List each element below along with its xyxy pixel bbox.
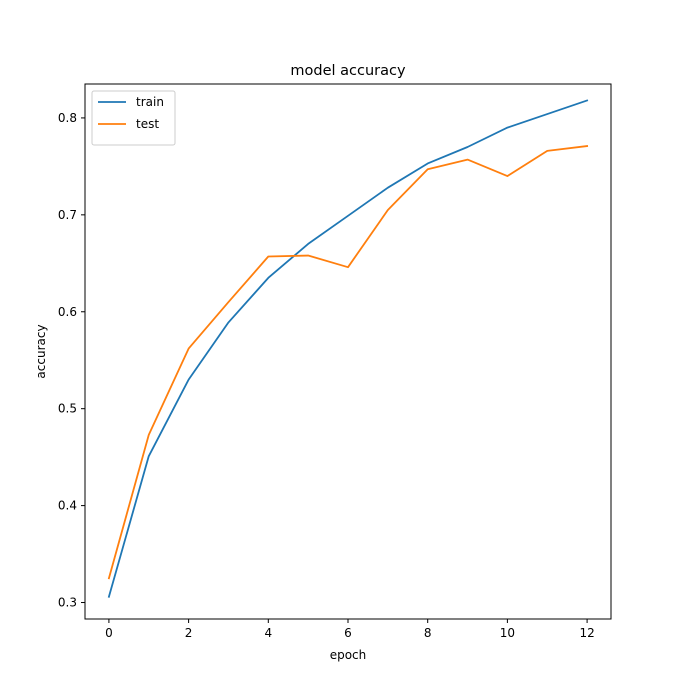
legend-label-test: test xyxy=(136,117,159,131)
series-line-train xyxy=(107,99,589,598)
chart-title: model accuracy xyxy=(290,63,406,79)
legend: train test xyxy=(91,90,176,146)
legend-label-train: train xyxy=(136,95,164,109)
x-axis-title: epoch xyxy=(330,648,367,662)
plot-area xyxy=(107,99,589,598)
x-axis: 0 2 4 6 8 10 12 xyxy=(105,619,595,640)
x-tick-label: 10 xyxy=(500,626,515,640)
y-tick-label: 0.6 xyxy=(58,305,77,319)
x-tick-label: 2 xyxy=(185,626,193,640)
y-axis: 0.3 0.4 0.5 0.6 0.7 0.8 xyxy=(58,111,85,610)
y-tick-label: 0.3 xyxy=(58,596,77,610)
y-tick-label: 0.8 xyxy=(58,111,77,125)
x-tick-label: 12 xyxy=(579,626,594,640)
y-tick-label: 0.5 xyxy=(58,402,77,416)
legend-box xyxy=(91,90,176,146)
x-tick-label: 8 xyxy=(424,626,432,640)
y-tick-label: 0.4 xyxy=(58,499,77,513)
x-tick-label: 6 xyxy=(344,626,352,640)
series-line-test xyxy=(107,145,589,580)
x-tick-label: 0 xyxy=(105,626,113,640)
y-tick-label: 0.7 xyxy=(58,208,77,222)
y-axis-title: accuracy xyxy=(34,324,48,378)
x-tick-label: 4 xyxy=(264,626,272,640)
